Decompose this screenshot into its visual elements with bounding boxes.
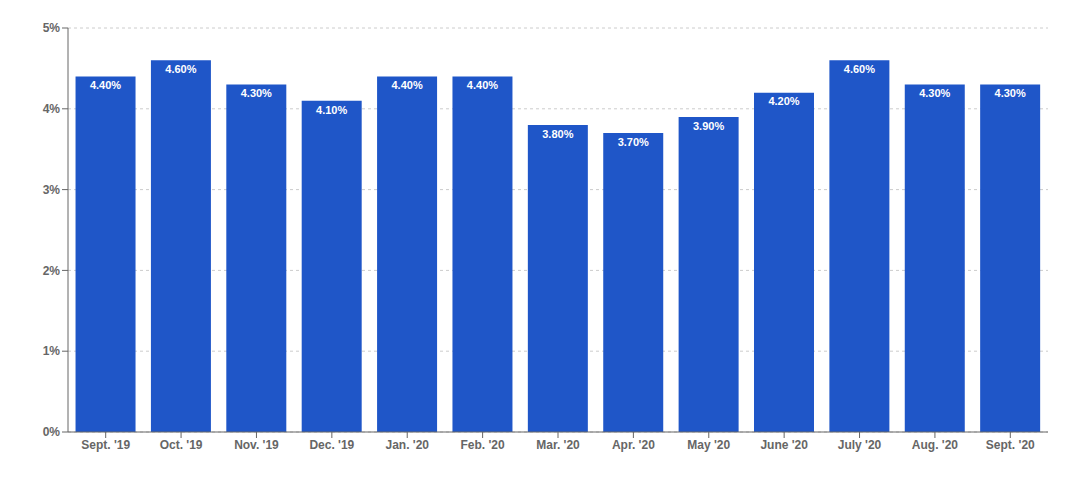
svg-text:Mar. '20: Mar. '20 bbox=[536, 438, 580, 452]
svg-text:Nov. '19: Nov. '19 bbox=[234, 438, 279, 452]
svg-text:Aug. '20: Aug. '20 bbox=[912, 438, 959, 452]
svg-text:3.80%: 3.80% bbox=[542, 128, 573, 140]
svg-text:4.60%: 4.60% bbox=[165, 63, 196, 75]
svg-text:1%: 1% bbox=[43, 344, 61, 358]
svg-text:5%: 5% bbox=[43, 21, 61, 35]
svg-text:3.90%: 3.90% bbox=[693, 120, 724, 132]
svg-text:4%: 4% bbox=[43, 102, 61, 116]
svg-text:3%: 3% bbox=[43, 183, 61, 197]
svg-text:4.30%: 4.30% bbox=[241, 87, 272, 99]
svg-text:4.20%: 4.20% bbox=[768, 95, 799, 107]
svg-text:4.30%: 4.30% bbox=[919, 87, 950, 99]
svg-text:Sept. '20: Sept. '20 bbox=[986, 438, 1035, 452]
svg-text:2%: 2% bbox=[43, 264, 61, 278]
svg-text:June '20: June '20 bbox=[760, 438, 808, 452]
svg-text:4.40%: 4.40% bbox=[391, 79, 422, 91]
svg-text:4.40%: 4.40% bbox=[90, 79, 121, 91]
svg-text:July '20: July '20 bbox=[838, 438, 882, 452]
svg-text:4.60%: 4.60% bbox=[844, 63, 875, 75]
svg-text:May '20: May '20 bbox=[687, 438, 730, 452]
svg-text:Feb. '20: Feb. '20 bbox=[461, 438, 506, 452]
svg-text:3.70%: 3.70% bbox=[618, 136, 649, 148]
svg-text:Sept. '19: Sept. '19 bbox=[81, 438, 130, 452]
svg-text:Apr. '20: Apr. '20 bbox=[612, 438, 655, 452]
svg-text:4.30%: 4.30% bbox=[995, 87, 1026, 99]
svg-text:0%: 0% bbox=[43, 425, 61, 439]
svg-text:Jan. '20: Jan. '20 bbox=[385, 438, 429, 452]
svg-text:4.10%: 4.10% bbox=[316, 104, 347, 116]
svg-text:Oct. '19: Oct. '19 bbox=[160, 438, 203, 452]
svg-text:4.40%: 4.40% bbox=[467, 79, 498, 91]
svg-text:Dec. '19: Dec. '19 bbox=[309, 438, 354, 452]
